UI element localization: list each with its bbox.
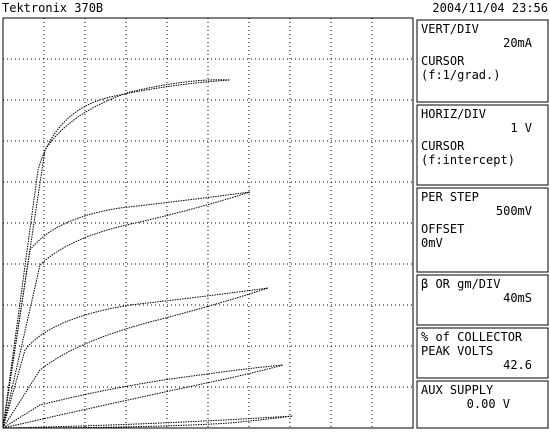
curve	[2, 415, 294, 429]
panel-value: 42.6	[503, 358, 532, 372]
header-timestamp: 2004/11/04 23:56	[432, 1, 548, 15]
curve	[2, 287, 269, 429]
panel-box	[416, 104, 549, 186]
panel-label: VERT/DIV	[421, 22, 479, 36]
panel-value: 500mV	[496, 204, 532, 218]
panel-value: 20mA	[503, 36, 533, 50]
panel-value: 0.00 V	[467, 397, 510, 411]
panel-label: CURSOR	[421, 54, 465, 68]
header-title: Tektronix 370B	[2, 1, 103, 15]
grid	[3, 18, 413, 428]
panel-value: 40mS	[503, 291, 532, 305]
curve	[2, 79, 231, 429]
panel-box	[416, 274, 549, 326]
panel-box	[416, 327, 549, 379]
panel-label: PER STEP	[421, 190, 479, 204]
panel-label: % of COLLECTOR	[421, 330, 523, 344]
panel-label: AUX SUPPLY	[421, 383, 494, 397]
panel-box	[416, 19, 549, 103]
curve	[2, 191, 251, 429]
curve	[2, 364, 284, 429]
panel-label: β OR gm/DIV	[421, 277, 500, 291]
panel-value: (f:intercept)	[421, 153, 515, 167]
panel-box	[416, 187, 549, 273]
panel-value: (f:1/grad.)	[421, 68, 500, 82]
curve	[2, 287, 269, 429]
curve	[2, 364, 284, 429]
panel-label: PEAK VOLTS	[421, 344, 493, 358]
curves	[2, 79, 294, 429]
side-panel: VERT/DIV20mACURSOR(f:1/grad.)HORIZ/DIV1 …	[416, 19, 549, 429]
curve	[2, 79, 231, 429]
panel-box	[416, 380, 549, 429]
panel-label: CURSOR	[421, 139, 465, 153]
panel-label: HORIZ/DIV	[421, 107, 486, 121]
panel-value: 1 V	[510, 121, 532, 135]
panel-value: 0mV	[421, 236, 443, 250]
panel-label: OFFSET	[421, 222, 464, 236]
curve	[2, 415, 294, 429]
